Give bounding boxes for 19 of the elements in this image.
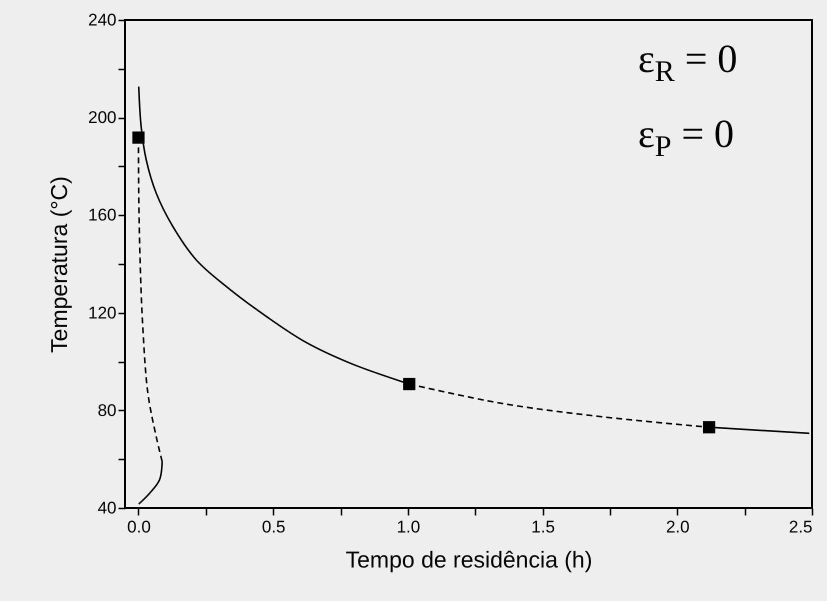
x-tick-label: 0.0: [127, 518, 151, 536]
x-tick-label: 2.0: [666, 518, 690, 536]
y-tick-label: 120: [88, 303, 116, 322]
y-tick-label: 240: [88, 10, 116, 30]
y-tick-label: 200: [88, 108, 116, 128]
point: [702, 421, 716, 434]
y-tick-label: 160: [88, 206, 116, 225]
x-tick-label: 1.5: [531, 518, 555, 536]
y-axis-title: Temperatura (°C): [46, 176, 72, 353]
y-tick-label: 80: [98, 400, 116, 420]
point: [403, 378, 416, 390]
annotation: ε$_{P}$ = 0: [638, 110, 736, 165]
y-tick-label: 40: [98, 498, 116, 518]
annotation: ε$_{R}$ = 0: [638, 35, 738, 90]
x-axis-title: Tempo de residência (h): [346, 546, 592, 572]
point: [132, 131, 145, 144]
x-tick-label: 1.0: [396, 518, 420, 536]
x-tick-label: 2.5: [788, 518, 812, 536]
x-tick-label: 0.5: [262, 518, 286, 536]
